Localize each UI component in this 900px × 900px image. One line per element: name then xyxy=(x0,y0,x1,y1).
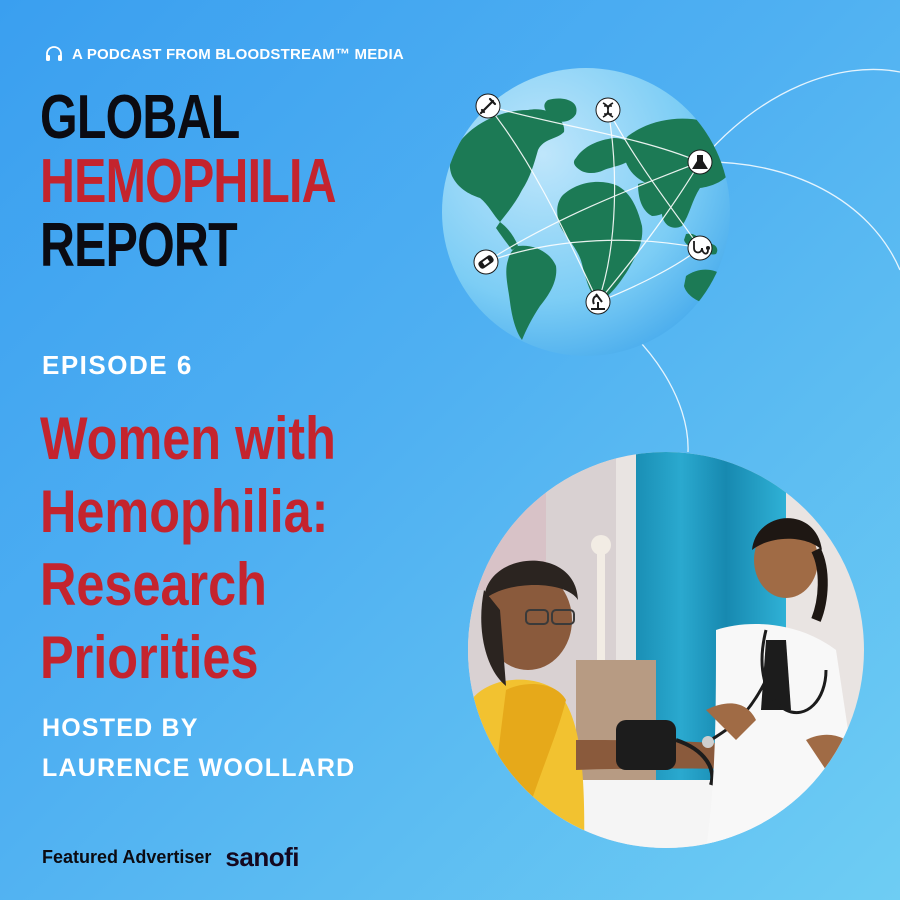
host-name: LAURENCE WOOLLARD xyxy=(42,754,356,782)
syringe-icon xyxy=(475,93,501,119)
title-line-report: REPORT xyxy=(40,211,238,280)
microscope-icon xyxy=(585,289,611,315)
dna-icon xyxy=(595,97,621,123)
hosted-by-label: HOSTED BY xyxy=(42,714,199,742)
host-credit: HOSTED BY LAURENCE WOOLLARD xyxy=(42,708,355,788)
episode-title: Women with Hemophilia: Research Prioriti… xyxy=(40,402,460,694)
tagline-text: A PODCAST FROM BLOODSTREAM™ MEDIA xyxy=(72,45,404,63)
globe-network-lines xyxy=(485,105,701,303)
world-globe xyxy=(442,68,730,356)
flask-icon xyxy=(687,149,713,175)
episode-label: EPISODE 6 xyxy=(42,350,193,380)
episode-title-line: Women with xyxy=(40,405,336,472)
title-line-global: GLOBAL xyxy=(40,83,240,152)
headphones-icon xyxy=(46,46,62,61)
footer: Featured Advertiser sanofi xyxy=(42,842,299,873)
stethoscope-icon xyxy=(687,235,713,261)
title-line-hemophilia: HEMOPHILIA xyxy=(40,147,337,216)
doctor-patient-photo xyxy=(468,452,864,848)
podcast-tagline: A PODCAST FROM BLOODSTREAM™ MEDIA xyxy=(44,44,404,64)
featured-advertiser-label: Featured Advertiser xyxy=(42,847,212,867)
episode-title-line: Hemophilia: xyxy=(40,478,329,545)
episode-title-line: Research xyxy=(40,551,267,618)
bandage-icon xyxy=(473,249,499,275)
sponsor-logo[interactable]: sanofi xyxy=(225,842,299,872)
episode-title-line: Priorities xyxy=(40,624,259,691)
globe-land xyxy=(449,98,730,340)
show-title: GLOBAL HEMOPHILIA REPORT xyxy=(40,86,419,278)
